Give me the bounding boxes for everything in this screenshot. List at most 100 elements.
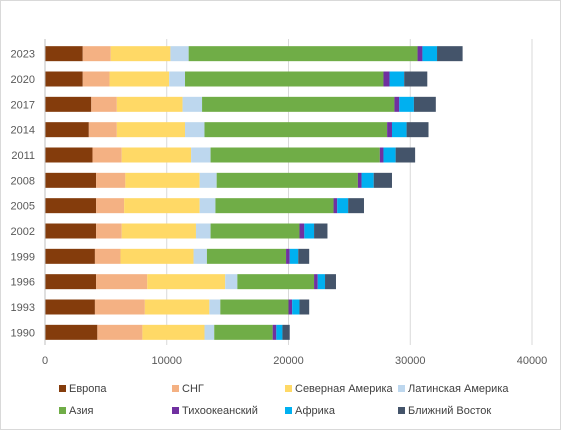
bar-segment-2011-0	[45, 147, 93, 163]
bar-segment-2008-2	[125, 172, 200, 188]
bar-segment-1996-0	[45, 274, 97, 290]
bar-segment-1999-4	[206, 248, 287, 264]
legend-item: Африка	[285, 405, 336, 417]
bar-segment-1993-1	[94, 299, 145, 315]
legend-swatch	[285, 385, 292, 392]
bar-segment-2005-7	[348, 198, 364, 214]
bar-segment-2008-0	[45, 172, 97, 188]
bar-segment-2008-3	[199, 172, 217, 188]
bar-segment-2017-0	[45, 96, 92, 112]
legend-label: Европа	[69, 383, 107, 395]
legend-label: Азия	[69, 405, 94, 417]
legend-swatch	[172, 407, 179, 414]
bar-segment-1996-5	[314, 274, 318, 290]
bar-segment-2023-6	[422, 46, 438, 62]
bar-segment-2020-1	[82, 71, 110, 87]
legend-item: Латинская Америка	[398, 383, 509, 395]
bar-segment-2002-6	[304, 223, 315, 239]
bar-segment-2005-2	[124, 198, 200, 214]
x-tick-label: 10000	[151, 355, 182, 367]
y-tick-label: 2011	[11, 150, 35, 162]
bar-segment-2020-4	[185, 71, 384, 87]
legend-swatch	[172, 385, 179, 392]
y-tick-label: 2008	[11, 175, 35, 187]
legend-label: СНГ	[182, 383, 204, 395]
bar-segment-2002-5	[299, 223, 305, 239]
bar-segment-1990-0	[45, 324, 98, 340]
bar-segment-2023-7	[437, 46, 463, 62]
x-tick-label: 30000	[395, 355, 426, 367]
y-tick-label: 2020	[11, 74, 35, 86]
legend-item: Азия	[59, 405, 94, 417]
bar-segment-2005-1	[96, 198, 125, 214]
bar-segment-2020-3	[169, 71, 186, 87]
bar-segment-2008-7	[373, 172, 392, 188]
bar-segment-2017-3	[182, 96, 203, 112]
bar-segment-1993-6	[292, 299, 300, 315]
bar-segment-2011-2	[121, 147, 192, 163]
bar-segment-1999-3	[193, 248, 207, 264]
legend: Европа СНГ Северная Америка Латинская Амери…	[59, 383, 509, 417]
bar-segment-1996-7	[325, 274, 336, 290]
bar-segment-2020-0	[45, 71, 83, 87]
bar-segment-2020-6	[389, 71, 405, 87]
legend-swatch	[398, 385, 405, 392]
bar-segment-1993-5	[288, 299, 293, 315]
bar-segment-1999-5	[286, 248, 290, 264]
bar-segment-2011-7	[395, 147, 416, 163]
legend-item: Северная Америка	[285, 383, 394, 395]
y-tick-label: 2014	[11, 125, 35, 137]
y-tick-label: 2002	[11, 226, 35, 238]
bar-segment-2005-5	[333, 198, 338, 214]
y-tick-label: 2017	[11, 99, 35, 111]
bar-segment-1996-4	[237, 274, 315, 290]
bars	[45, 46, 463, 340]
bar-segment-1993-0	[45, 299, 95, 315]
legend-label: Ближний Восток	[408, 405, 491, 417]
bar-segment-1990-4	[214, 324, 273, 340]
bar-segment-1990-1	[97, 324, 143, 340]
y-tick-label: 2023	[11, 49, 35, 61]
legend-swatch	[398, 407, 405, 414]
y-tick-label: 1993	[11, 302, 35, 314]
y-axis-ticks: 1990 1993 1996 1999 2002 2005 2008 2011 2014 2017…	[11, 49, 35, 340]
x-tick-label: 0	[42, 355, 48, 367]
bar-segment-1999-6	[289, 248, 299, 264]
legend-label: Латинская Америка	[408, 383, 509, 395]
legend-label: Тихоокеанский	[182, 405, 258, 417]
bar-segment-2011-1	[92, 147, 122, 163]
legend-item: СНГ	[172, 383, 204, 395]
bar-segment-2020-7	[404, 71, 428, 87]
bar-segment-1990-3	[204, 324, 215, 340]
legend-swatch	[285, 407, 292, 414]
bar-segment-2005-6	[337, 198, 349, 214]
bar-segment-1996-1	[96, 274, 148, 290]
bar-segment-2023-0	[45, 46, 83, 62]
bar-segment-2014-4	[204, 122, 388, 138]
bar-segment-1993-7	[299, 299, 310, 315]
legend-item: Европа	[59, 383, 107, 395]
bar-segment-2020-2	[109, 71, 170, 87]
bar-segment-2014-3	[185, 122, 205, 138]
bar-segment-1996-2	[147, 274, 226, 290]
bar-segment-2002-1	[96, 223, 122, 239]
bar-segment-2008-4	[216, 172, 358, 188]
bar-segment-2014-7	[406, 122, 429, 138]
y-tick-label: 2005	[11, 201, 35, 213]
bar-segment-2008-6	[361, 172, 374, 188]
bar-segment-1999-2	[120, 248, 194, 264]
bar-segment-2017-7	[413, 96, 436, 112]
bar-segment-2017-5	[394, 96, 400, 112]
bar-segment-1990-2	[142, 324, 205, 340]
y-tick-label: 1990	[11, 327, 35, 339]
bar-segment-2023-4	[188, 46, 418, 62]
bar-segment-2017-2	[116, 96, 183, 112]
bar-segment-2008-5	[357, 172, 362, 188]
bar-segment-2014-5	[387, 122, 392, 138]
bar-segment-1996-3	[225, 274, 238, 290]
bar-segment-2011-5	[379, 147, 384, 163]
y-tick-label: 1996	[11, 277, 35, 289]
legend-item: Тихоокеанский	[172, 405, 258, 417]
bar-segment-2002-4	[210, 223, 300, 239]
